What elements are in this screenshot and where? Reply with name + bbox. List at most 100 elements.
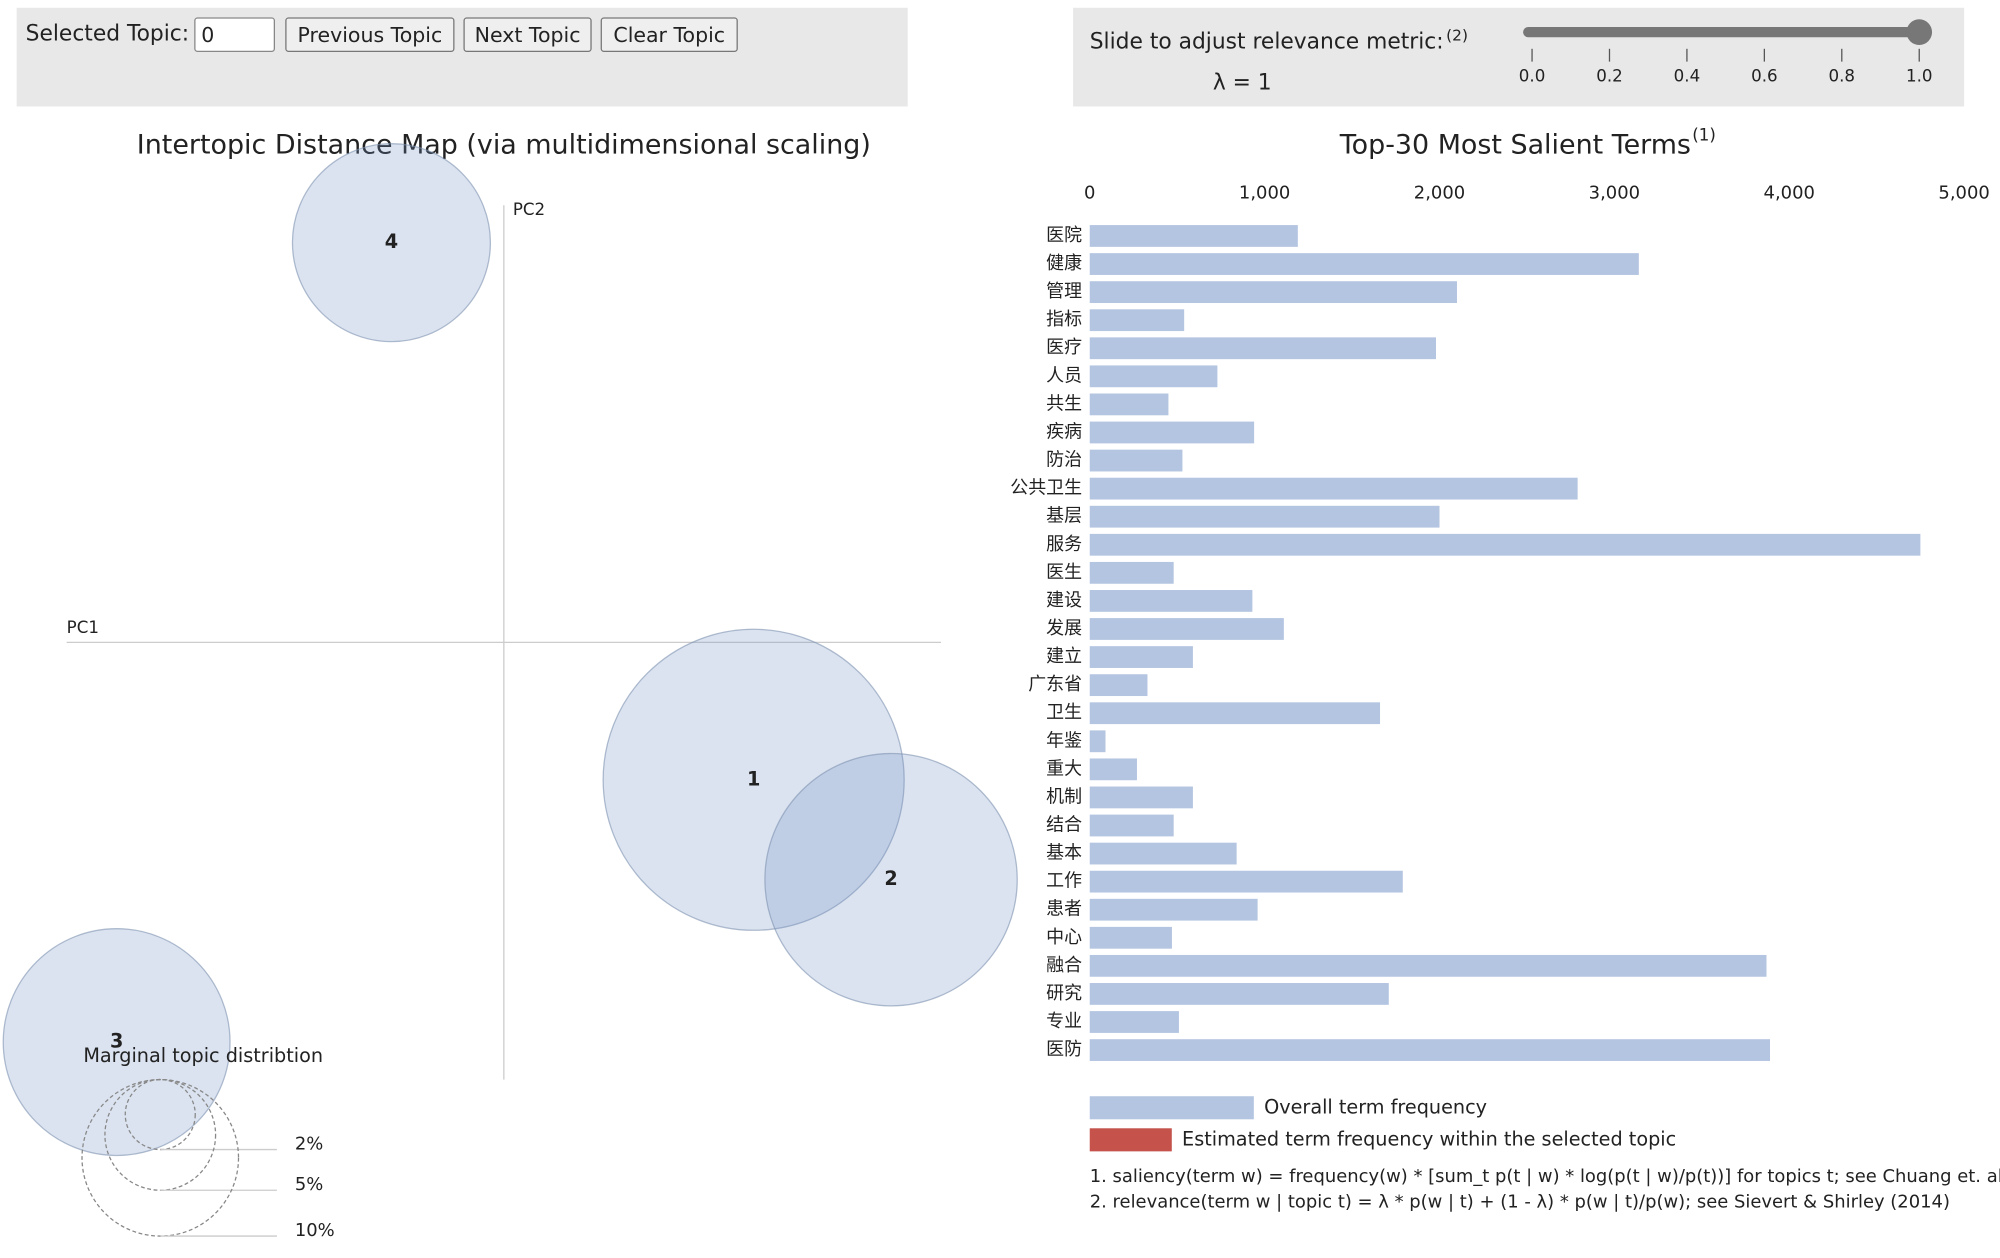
term-label: 健康	[1046, 253, 1082, 274]
y-axis-label: PC2	[513, 200, 545, 219]
bar[interactable]	[1089, 421, 1255, 444]
x-tick-label: 5,000	[1938, 183, 1989, 204]
bar[interactable]	[1089, 758, 1137, 781]
bar[interactable]	[1089, 842, 1237, 865]
term-label: 基本	[1046, 843, 1082, 864]
bar[interactable]	[1089, 646, 1193, 668]
bar[interactable]	[1089, 730, 1106, 753]
term-label: 机制	[1046, 786, 1082, 807]
size-legend-label: 2%	[295, 1133, 323, 1154]
bar[interactable]	[1089, 674, 1148, 697]
slider-tick-label: 0.6	[1751, 67, 1778, 86]
topic-circle[interactable]	[2, 928, 231, 1157]
topic-label: 4	[385, 230, 398, 253]
term-label: 公共卫生	[1010, 478, 1082, 499]
bar[interactable]	[1089, 618, 1284, 640]
bar[interactable]	[1089, 702, 1381, 725]
footnote: 1. saliency(term w) = frequency(w) * [su…	[1090, 1166, 2000, 1187]
bar[interactable]	[1089, 954, 1767, 977]
topic-label: 2	[884, 867, 897, 890]
bar[interactable]	[1089, 870, 1403, 893]
size-legend-label: 10%	[295, 1220, 335, 1241]
button-label[interactable]: Next Topic	[475, 23, 581, 47]
bar[interactable]	[1089, 590, 1253, 612]
topic-label: 3	[110, 1030, 123, 1053]
legend-swatch	[1089, 1096, 1254, 1120]
bar[interactable]	[1089, 449, 1183, 472]
bar[interactable]	[1089, 1039, 1770, 1061]
x-tick-label: 3,000	[1589, 183, 1640, 204]
x-tick-label: 4,000	[1764, 183, 1815, 204]
slider-label-note: (2)	[1446, 26, 1468, 44]
bar[interactable]	[1089, 477, 1578, 500]
term-label: 重大	[1046, 758, 1082, 779]
bar[interactable]	[1089, 1011, 1179, 1033]
chart-title: Top-30 Most Salient Terms	[1339, 130, 1691, 161]
term-label: 结合	[1046, 814, 1082, 835]
term-label: 服务	[1046, 534, 1082, 555]
term-label: 患者	[1046, 899, 1082, 920]
bar[interactable]	[1089, 309, 1185, 332]
topic-circle[interactable]	[602, 628, 905, 931]
bar[interactable]	[1089, 365, 1218, 388]
term-label: 基层	[1046, 506, 1082, 527]
button-label[interactable]: Previous Topic	[298, 23, 443, 47]
bar[interactable]	[1089, 786, 1193, 809]
term-label: 管理	[1046, 281, 1082, 302]
term-label: 医疗	[1046, 337, 1082, 358]
input-box[interactable]	[194, 17, 275, 53]
legend-swatch	[1089, 1128, 1172, 1152]
button[interactable]: Next Topic	[463, 17, 592, 53]
button-face[interactable]	[463, 17, 592, 53]
term-label: 医防	[1046, 1039, 1082, 1060]
bar[interactable]	[1089, 926, 1172, 949]
size-legend-label: 5%	[295, 1174, 323, 1195]
bar[interactable]	[1089, 814, 1174, 837]
term-label: 卫生	[1046, 702, 1082, 723]
bar[interactable]	[1089, 983, 1389, 1005]
size-legend-title: Marginal topic distribtion	[83, 1044, 323, 1067]
x-tick-label: 1,000	[1239, 183, 1290, 204]
slider-tick-label: 0.0	[1519, 67, 1546, 86]
term-label: 中心	[1046, 927, 1082, 948]
term-label: 建设	[1046, 590, 1082, 611]
slider-label: Slide to adjust relevance metric:	[1090, 29, 1444, 54]
slider-tick-label: 0.4	[1674, 67, 1701, 86]
bar[interactable]	[1089, 533, 1921, 556]
slider-tick-label: 0.2	[1596, 67, 1623, 86]
bar[interactable]	[1089, 253, 1639, 275]
x-tick-label: 2,000	[1414, 183, 1465, 204]
slider-knob[interactable]	[1906, 19, 1933, 45]
bar[interactable]	[1089, 505, 1440, 528]
bar[interactable]	[1089, 337, 1436, 360]
term-label: 广东省	[1028, 674, 1082, 695]
legend-label: Estimated term frequency within the sele…	[1182, 1127, 1676, 1150]
slider-track	[1523, 27, 1924, 38]
bar[interactable]	[1089, 225, 1298, 247]
button-face[interactable]	[285, 17, 455, 53]
topic-circle[interactable]	[291, 143, 492, 343]
button-label[interactable]: Clear Topic	[613, 23, 725, 47]
term-label: 专业	[1046, 1011, 1082, 1032]
term-label: 人员	[1046, 365, 1082, 386]
slider-panel	[1073, 7, 1965, 107]
button[interactable]: Previous Topic	[285, 17, 455, 53]
term-label: 医院	[1046, 225, 1082, 246]
topic-circle[interactable]	[764, 752, 1018, 1007]
footnote: 2. relevance(term w | topic t) = λ * p(w…	[1090, 1192, 1950, 1213]
slider-tick-label: 1.0	[1906, 67, 1933, 86]
control-panel	[16, 7, 908, 107]
button[interactable]: Clear Topic	[600, 17, 738, 53]
input-value[interactable]: 0	[201, 23, 214, 47]
bar[interactable]	[1089, 281, 1457, 304]
bar[interactable]	[1089, 898, 1258, 921]
bar[interactable]	[1089, 393, 1169, 416]
term-label: 共生	[1046, 393, 1082, 414]
bar[interactable]	[1089, 561, 1174, 584]
x-axis-label: PC1	[67, 618, 99, 637]
topic-input[interactable]: 0	[194, 17, 275, 53]
button-face[interactable]	[600, 17, 738, 53]
term-label: 指标	[1046, 309, 1082, 330]
term-label: 防治	[1046, 450, 1082, 471]
